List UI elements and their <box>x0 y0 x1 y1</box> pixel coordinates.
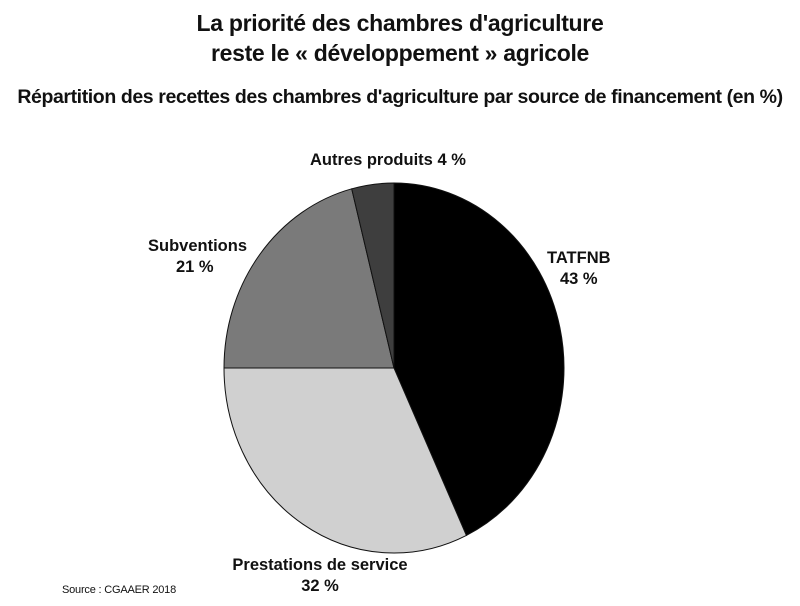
pie-slice-subventions <box>223 188 395 369</box>
chart-title-line1: La priorité des chambres d'agriculture <box>196 10 604 36</box>
slice-label-prestations: Prestations de service 32 % <box>220 555 420 597</box>
slice-label-autres: Autres produits 4 % <box>310 150 466 171</box>
slice-label-autres-value: 4 % <box>437 151 466 169</box>
chart-title-line2: reste le « développement » agricole <box>210 40 590 66</box>
pie-slice-autres-produits <box>351 182 395 369</box>
pie-slice-prestations-de-service <box>223 367 468 554</box>
pie-slice-tatfnb <box>393 182 565 537</box>
slice-label-autres-name: Autres produits <box>310 151 433 169</box>
source-note: Source : CGAAER 2018 <box>62 584 177 596</box>
slice-label-subventions: Subventions 21 % <box>148 236 247 278</box>
slice-label-prestations-name: Prestations de service <box>232 556 408 574</box>
slice-label-prestations-value: 32 % <box>301 577 339 595</box>
slice-label-subventions-value: 21 % <box>176 258 214 276</box>
slice-label-tatfnb-name: TATFNB <box>547 249 611 267</box>
chart-subtitle: Répartition des recettes des chambres d'… <box>17 86 783 108</box>
slice-label-tatfnb-value: 43 % <box>559 270 598 288</box>
slice-label-tatfnb: TATFNB 43 % <box>547 248 611 290</box>
slice-label-subventions-name: Subventions <box>148 237 248 255</box>
